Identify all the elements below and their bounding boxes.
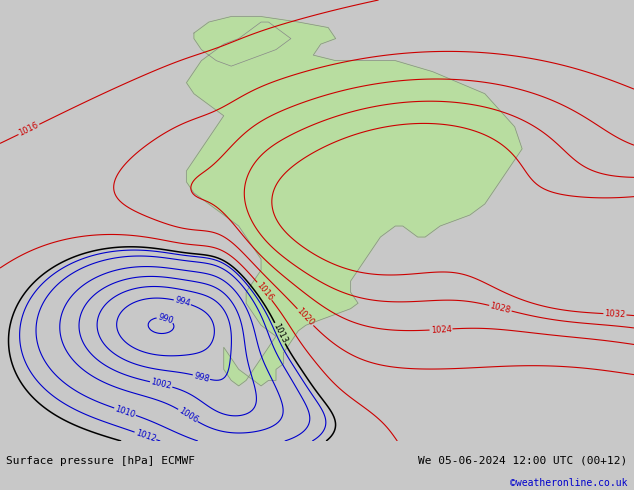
Text: 1016: 1016	[254, 280, 275, 302]
Text: 1024: 1024	[430, 324, 452, 335]
Text: 1006: 1006	[177, 406, 199, 425]
Polygon shape	[186, 17, 522, 386]
Text: 1032: 1032	[604, 309, 626, 319]
Text: 1028: 1028	[489, 301, 512, 315]
Text: We 05-06-2024 12:00 UTC (00+12): We 05-06-2024 12:00 UTC (00+12)	[418, 456, 628, 466]
Text: 1002: 1002	[150, 377, 172, 391]
Text: 994: 994	[174, 295, 191, 309]
Text: 1010: 1010	[113, 404, 136, 419]
Text: ©weatheronline.co.uk: ©weatheronline.co.uk	[510, 478, 628, 488]
Text: 998: 998	[193, 371, 210, 384]
Text: 1012: 1012	[134, 428, 157, 443]
Text: 1020: 1020	[295, 307, 316, 328]
Text: 1013: 1013	[271, 322, 288, 344]
Text: 1016: 1016	[17, 121, 41, 138]
Text: 990: 990	[157, 312, 174, 325]
Text: Surface pressure [hPa] ECMWF: Surface pressure [hPa] ECMWF	[6, 456, 195, 466]
